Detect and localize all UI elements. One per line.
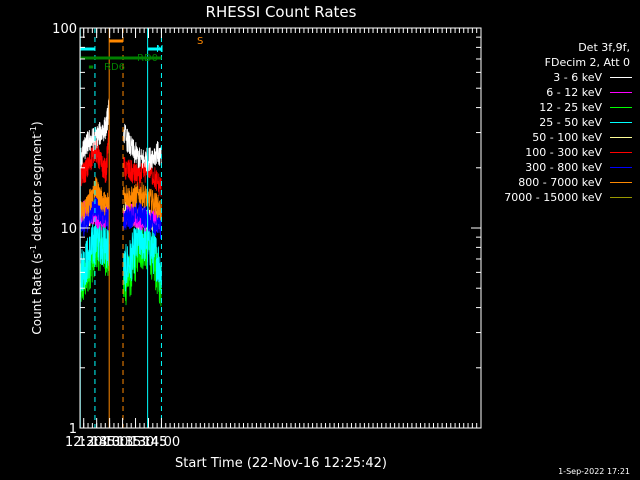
x-tick-label-0: 12:30 [65,435,102,450]
legend-swatch [610,137,632,138]
x-tick-label-1: 12:45 [78,435,115,450]
legend-entry: 6 - 12 keV [482,85,632,100]
legend-swatch [610,197,632,198]
x-tick-label-3: 13:15 [104,435,141,450]
x-axis-label: Start Time (22-Nov-16 12:25:42) [175,456,387,471]
night-label: N [156,44,163,55]
legend-entry-label: 12 - 25 keV [539,101,602,114]
series-line-0-1 [123,123,162,172]
y-tick-label-0: 1 [69,422,77,437]
plot-layer: N S RD0 RD6 [79,28,203,428]
x-tick-label-6: 14:00 [143,435,180,450]
legend-entry: 800 - 7000 keV [482,175,632,190]
legend-swatch [610,152,632,153]
series-line-7-0 [79,176,110,221]
legend-entry-label: 800 - 7000 keV [518,176,602,189]
rd6-label: RD6 [104,62,125,73]
legend-entry: 50 - 100 keV [482,130,632,145]
legend-entry: 100 - 300 keV [482,145,632,160]
series-line-7-1 [123,182,162,222]
legend-entry-label: 6 - 12 keV [546,86,602,99]
legend: Det 3f,9f, FDecim 2, Att 0 3 - 6 keV 6 - … [482,40,632,205]
legend-header-line2: FDecim 2, Att 0 [544,56,630,69]
legend-entry: 7000 - 15000 keV [482,190,632,205]
legend-entry: 3 - 6 keV [482,70,632,85]
rd0-label: RD0 [137,53,158,64]
axes: 1 10 100 12:3012:4513:0013:1513:3013:4514:0… [52,22,482,450]
legend-entry-label: 25 - 50 keV [539,116,602,129]
legend-entry: 25 - 50 keV [482,115,632,130]
series-line-6-1 [123,200,162,240]
chart-title: RHESSI Count Rates [206,3,357,21]
saa-label: S [197,36,203,47]
x-tick-label-4: 13:30 [117,435,154,450]
legend-entry-label: 3 - 6 keV [553,71,602,84]
legend-entry: 300 - 800 keV [482,160,632,175]
y-tick-label-1: 10 [60,222,77,237]
legend-entry-label: 7000 - 15000 keV [504,191,602,204]
y-tick-label-2: 100 [52,22,77,37]
legend-entry-label: 300 - 800 keV [525,161,602,174]
legend-header-line1: Det 3f,9f, [578,41,630,54]
series-line-3-1 [123,214,162,292]
legend-swatch [610,167,632,168]
legend-swatch [610,122,632,123]
x-tick-label-5: 13:45 [130,435,167,450]
legend-entry-label: 100 - 300 keV [525,146,602,159]
x-tick-label-2: 13:00 [91,435,128,450]
legend-swatch [610,182,632,183]
legend-entry: 12 - 25 keV [482,100,632,115]
legend-swatch [610,107,632,108]
legend-swatch [610,92,632,93]
legend-swatch [610,77,632,78]
y-axis-label: Count Rate (s-1 detector segment-1) [29,121,44,334]
legend-entry-label: 50 - 100 keV [532,131,602,144]
timestamp-footer: 1-Sep-2022 17:21 [558,467,630,476]
